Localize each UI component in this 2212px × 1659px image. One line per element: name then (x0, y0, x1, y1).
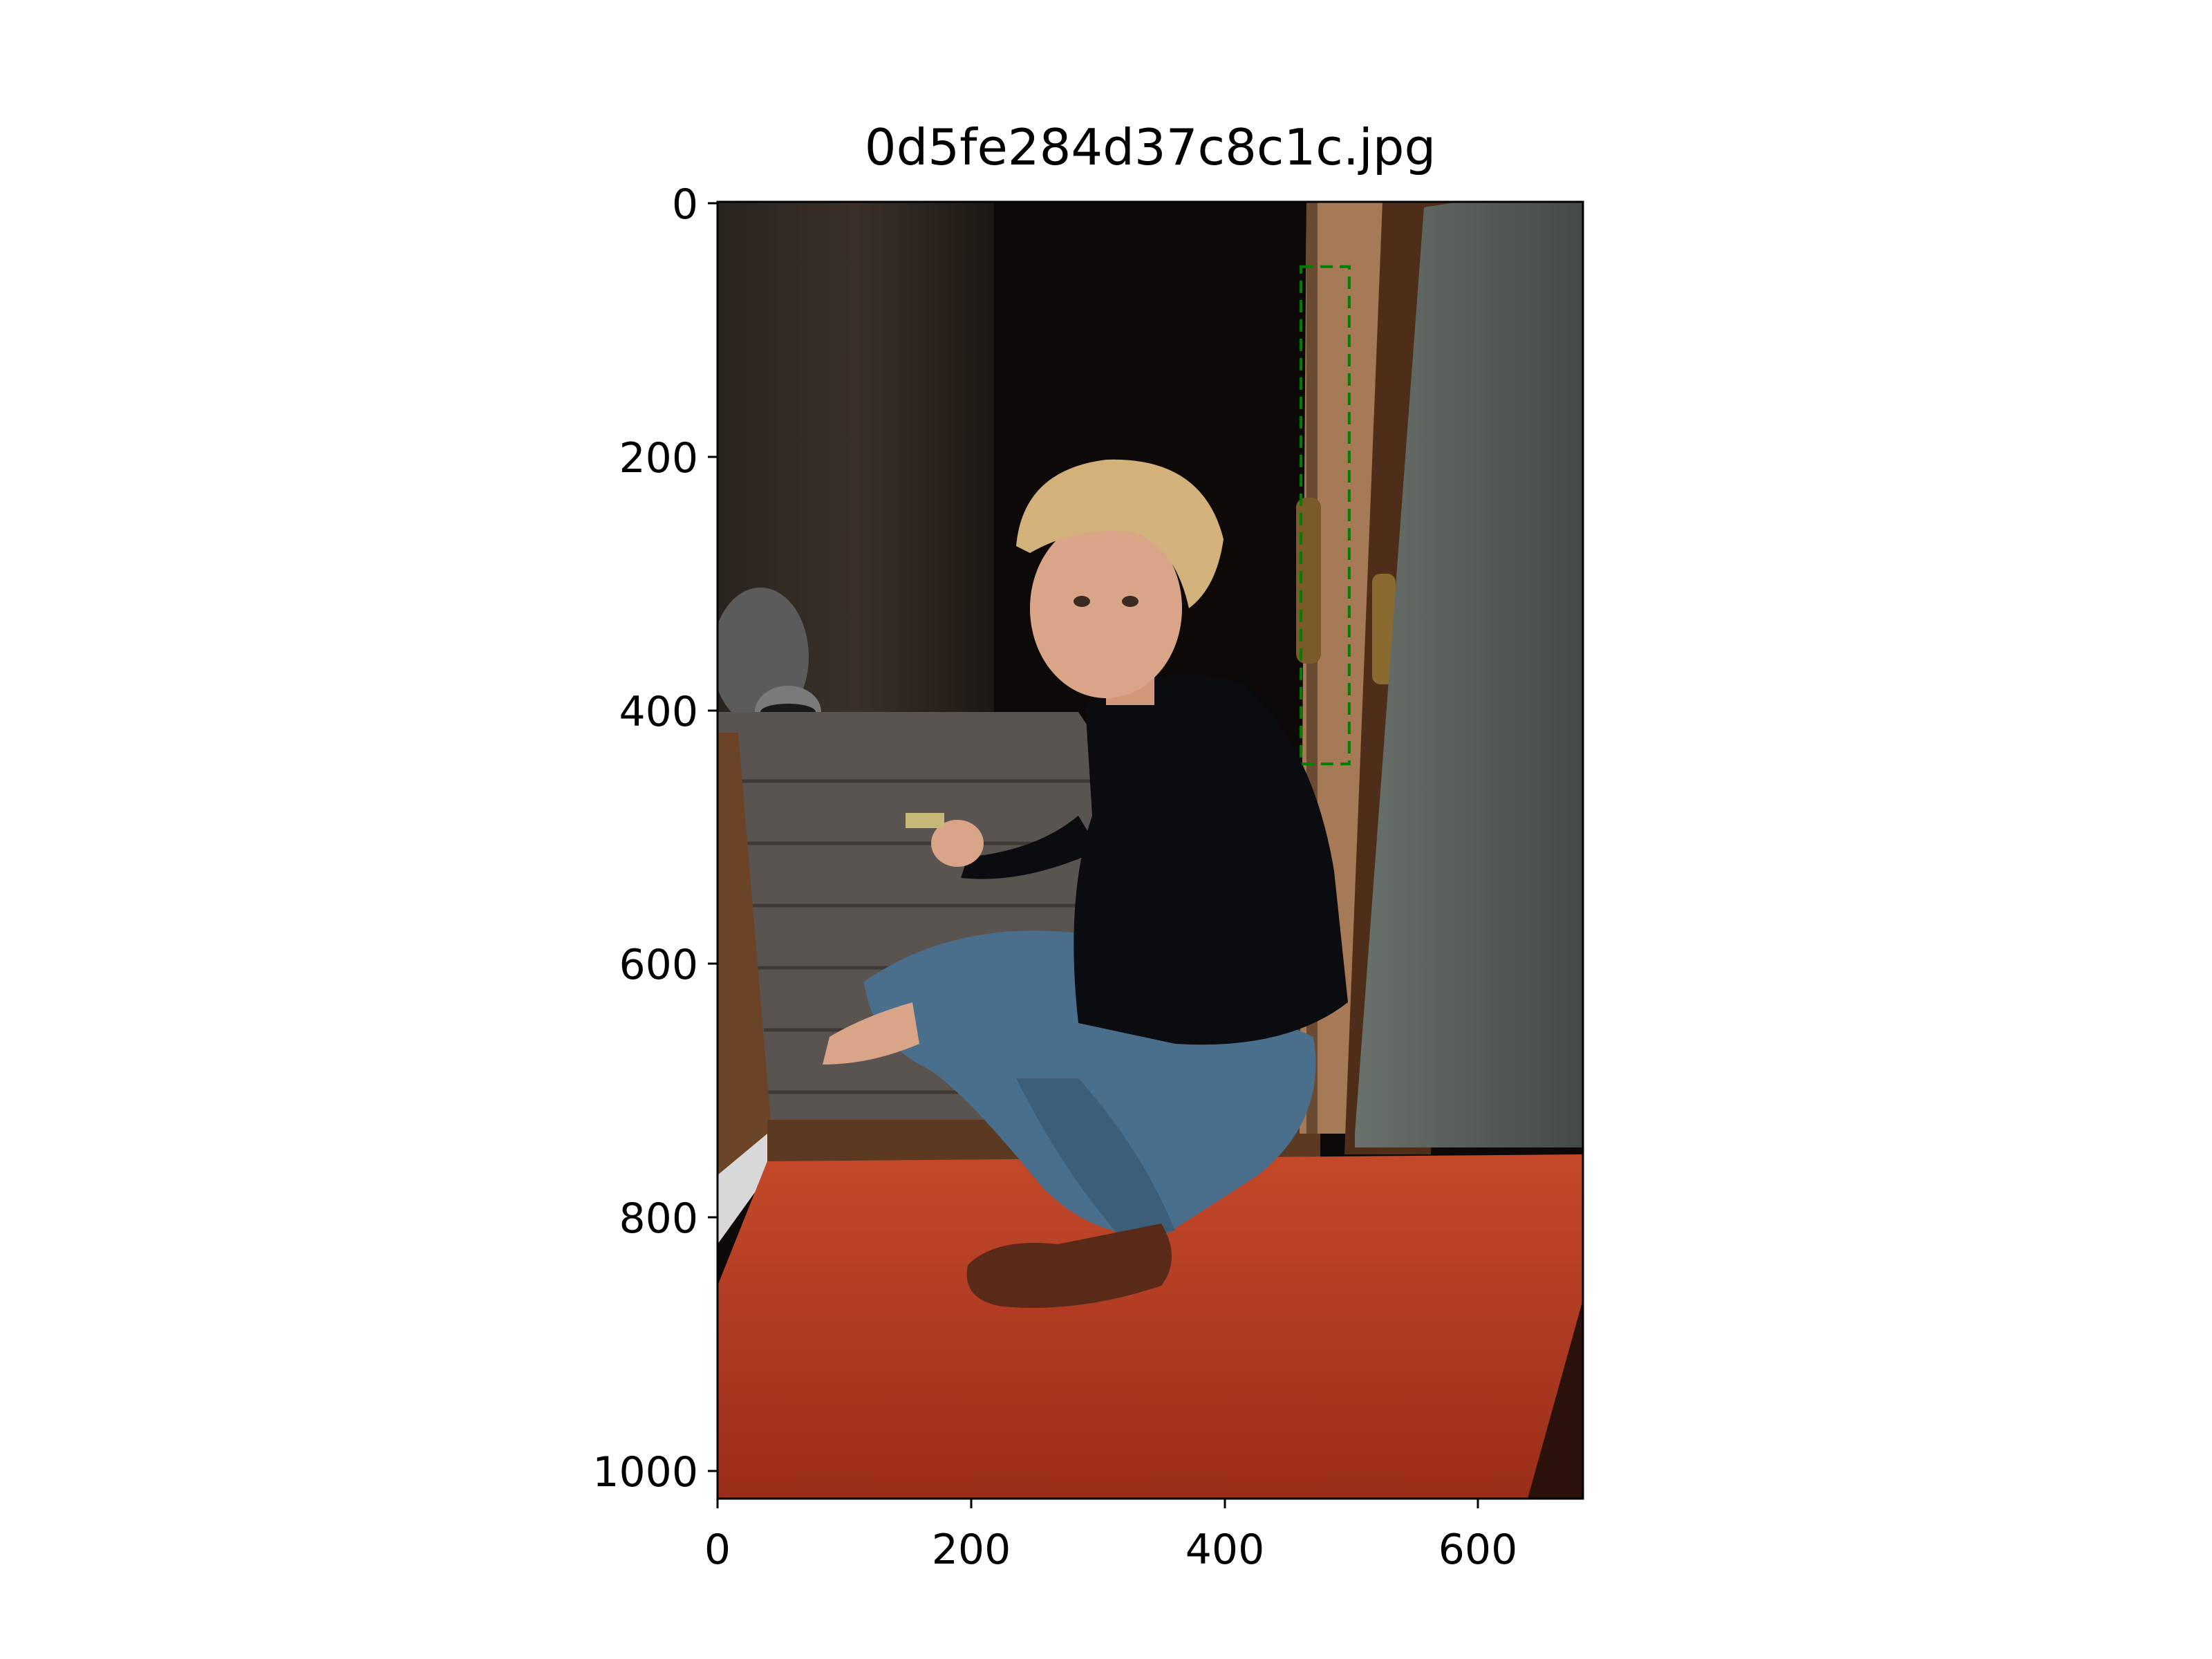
annotation-box (1300, 265, 1351, 766)
hair (1016, 459, 1224, 608)
y-tick-label: 0 (672, 180, 698, 229)
screen-panel (1355, 202, 1583, 1147)
sliding-door-handle (1372, 574, 1396, 684)
y-tick-label: 400 (619, 688, 698, 736)
x-tick-label: 400 (1185, 1526, 1265, 1574)
y-tick-label: 1000 (592, 1448, 698, 1497)
x-tick-label: 600 (1438, 1526, 1518, 1574)
shirt (1074, 674, 1348, 1045)
photo (718, 202, 1583, 1499)
x-axis (716, 1499, 1479, 1508)
face (1030, 518, 1182, 698)
y-tick-label: 200 (619, 434, 698, 482)
carpet (718, 1154, 1583, 1499)
x-tick-label: 0 (704, 1526, 731, 1574)
figure-title: 0d5fe284d37c8c1c.jpg (865, 118, 1436, 176)
y-tick-label: 600 (619, 941, 698, 989)
left-wall (718, 1134, 767, 1244)
x-tick-label: 200 (932, 1526, 1011, 1574)
resting-arm (823, 1002, 919, 1065)
carpet-dark-corner (1528, 1300, 1583, 1499)
hand-with-food (931, 820, 984, 867)
y-tick-label: 800 (619, 1194, 698, 1243)
person (823, 459, 1348, 1308)
shoe (966, 1224, 1172, 1308)
y-axis (708, 202, 718, 1472)
left-door-frame (718, 733, 774, 1230)
food-treat (906, 813, 944, 828)
axes-frame (716, 200, 1584, 1500)
reaching-arm (961, 816, 1099, 879)
